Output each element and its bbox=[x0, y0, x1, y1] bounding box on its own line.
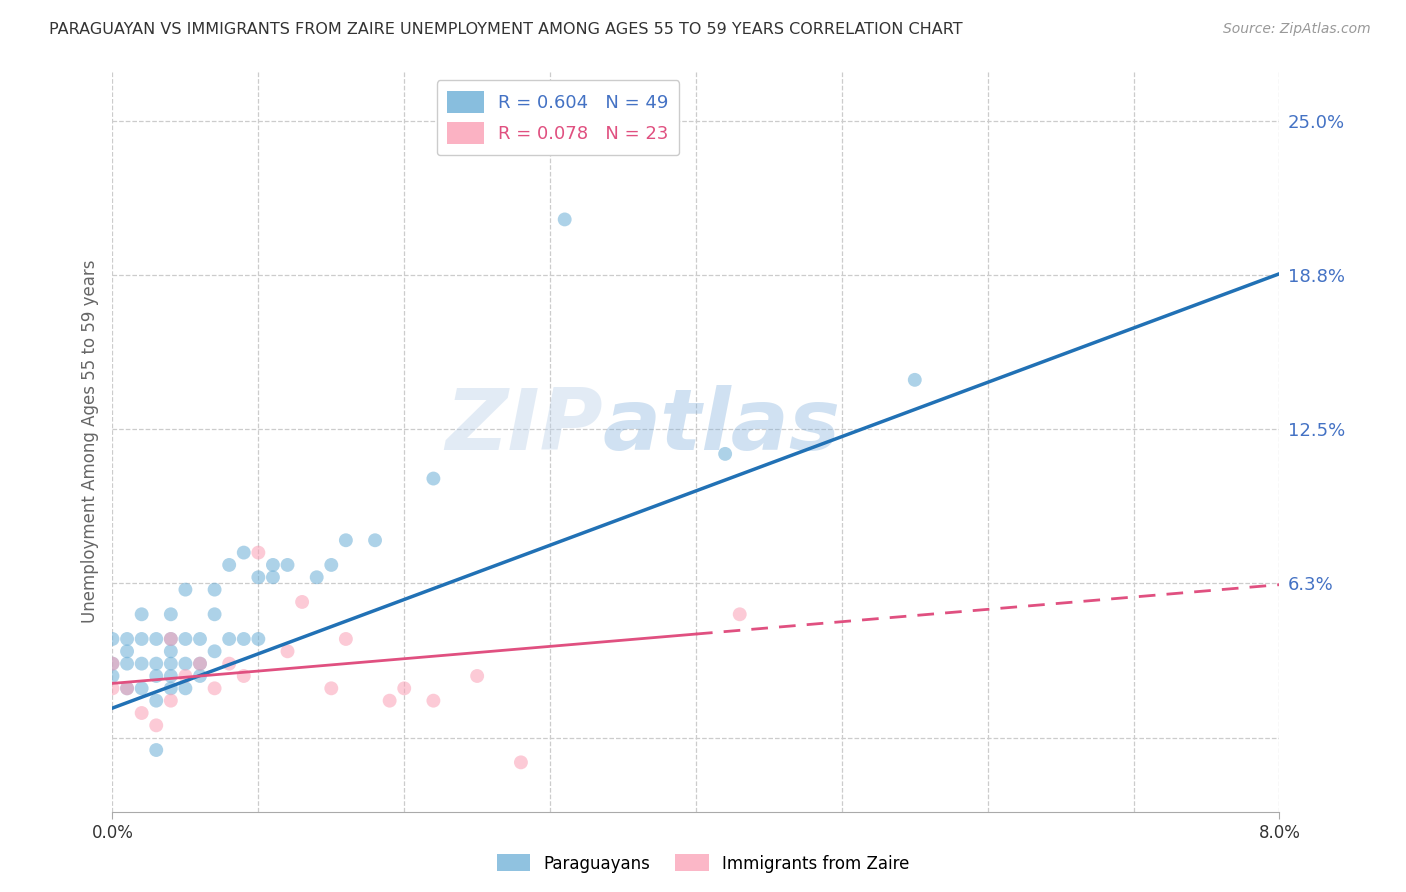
Point bbox=[204, 681, 226, 696]
Point bbox=[422, 472, 444, 486]
Point bbox=[714, 447, 737, 461]
Point bbox=[101, 657, 124, 671]
Point bbox=[321, 681, 343, 696]
Point bbox=[131, 632, 153, 646]
Point bbox=[247, 632, 270, 646]
Point bbox=[204, 644, 226, 658]
Y-axis label: Unemployment Among Ages 55 to 59 years: Unemployment Among Ages 55 to 59 years bbox=[80, 260, 98, 624]
Point bbox=[160, 669, 183, 683]
Point bbox=[145, 632, 167, 646]
Point bbox=[247, 570, 270, 584]
Text: atlas: atlas bbox=[603, 385, 841, 468]
Point bbox=[174, 657, 197, 671]
Point bbox=[160, 632, 183, 646]
Point bbox=[145, 743, 167, 757]
Point bbox=[204, 582, 226, 597]
Point bbox=[160, 657, 183, 671]
Point bbox=[145, 718, 167, 732]
Point bbox=[218, 657, 240, 671]
Point bbox=[422, 694, 444, 708]
Point bbox=[218, 632, 240, 646]
Point bbox=[247, 546, 270, 560]
Point bbox=[335, 533, 357, 548]
Point bbox=[554, 212, 576, 227]
Point bbox=[291, 595, 314, 609]
Point bbox=[188, 657, 211, 671]
Point bbox=[174, 669, 197, 683]
Text: PARAGUAYAN VS IMMIGRANTS FROM ZAIRE UNEMPLOYMENT AMONG AGES 55 TO 59 YEARS CORRE: PARAGUAYAN VS IMMIGRANTS FROM ZAIRE UNEM… bbox=[49, 22, 963, 37]
Point bbox=[115, 681, 138, 696]
Point bbox=[276, 644, 298, 658]
Point bbox=[728, 607, 751, 622]
Legend: R = 0.604   N = 49, R = 0.078   N = 23: R = 0.604 N = 49, R = 0.078 N = 23 bbox=[437, 80, 679, 155]
Point bbox=[321, 558, 343, 572]
Point bbox=[115, 644, 138, 658]
Point bbox=[160, 694, 183, 708]
Point bbox=[262, 570, 284, 584]
Point bbox=[188, 669, 211, 683]
Point bbox=[101, 681, 124, 696]
Point bbox=[160, 607, 183, 622]
Point bbox=[101, 632, 124, 646]
Point bbox=[101, 669, 124, 683]
Point bbox=[394, 681, 416, 696]
Point bbox=[115, 681, 138, 696]
Point bbox=[131, 607, 153, 622]
Point bbox=[160, 644, 183, 658]
Point bbox=[335, 632, 357, 646]
Point bbox=[160, 681, 183, 696]
Point bbox=[378, 694, 401, 708]
Point bbox=[174, 681, 197, 696]
Point bbox=[188, 632, 211, 646]
Point bbox=[131, 706, 153, 720]
Point bbox=[145, 669, 167, 683]
Point bbox=[232, 546, 254, 560]
Point bbox=[262, 558, 284, 572]
Point bbox=[218, 558, 240, 572]
Point bbox=[174, 632, 197, 646]
Point bbox=[509, 756, 531, 770]
Point bbox=[160, 632, 183, 646]
Point bbox=[145, 657, 167, 671]
Point bbox=[204, 607, 226, 622]
Point bbox=[188, 657, 211, 671]
Point bbox=[465, 669, 488, 683]
Point bbox=[145, 694, 167, 708]
Point bbox=[904, 373, 927, 387]
Point bbox=[232, 632, 254, 646]
Point bbox=[305, 570, 328, 584]
Legend: Paraguayans, Immigrants from Zaire: Paraguayans, Immigrants from Zaire bbox=[491, 847, 915, 880]
Point bbox=[276, 558, 298, 572]
Point bbox=[115, 632, 138, 646]
Point bbox=[131, 657, 153, 671]
Point bbox=[232, 669, 254, 683]
Point bbox=[364, 533, 387, 548]
Point bbox=[174, 582, 197, 597]
Text: Source: ZipAtlas.com: Source: ZipAtlas.com bbox=[1223, 22, 1371, 37]
Point bbox=[131, 681, 153, 696]
Point bbox=[101, 657, 124, 671]
Text: ZIP: ZIP bbox=[444, 385, 603, 468]
Point bbox=[115, 657, 138, 671]
